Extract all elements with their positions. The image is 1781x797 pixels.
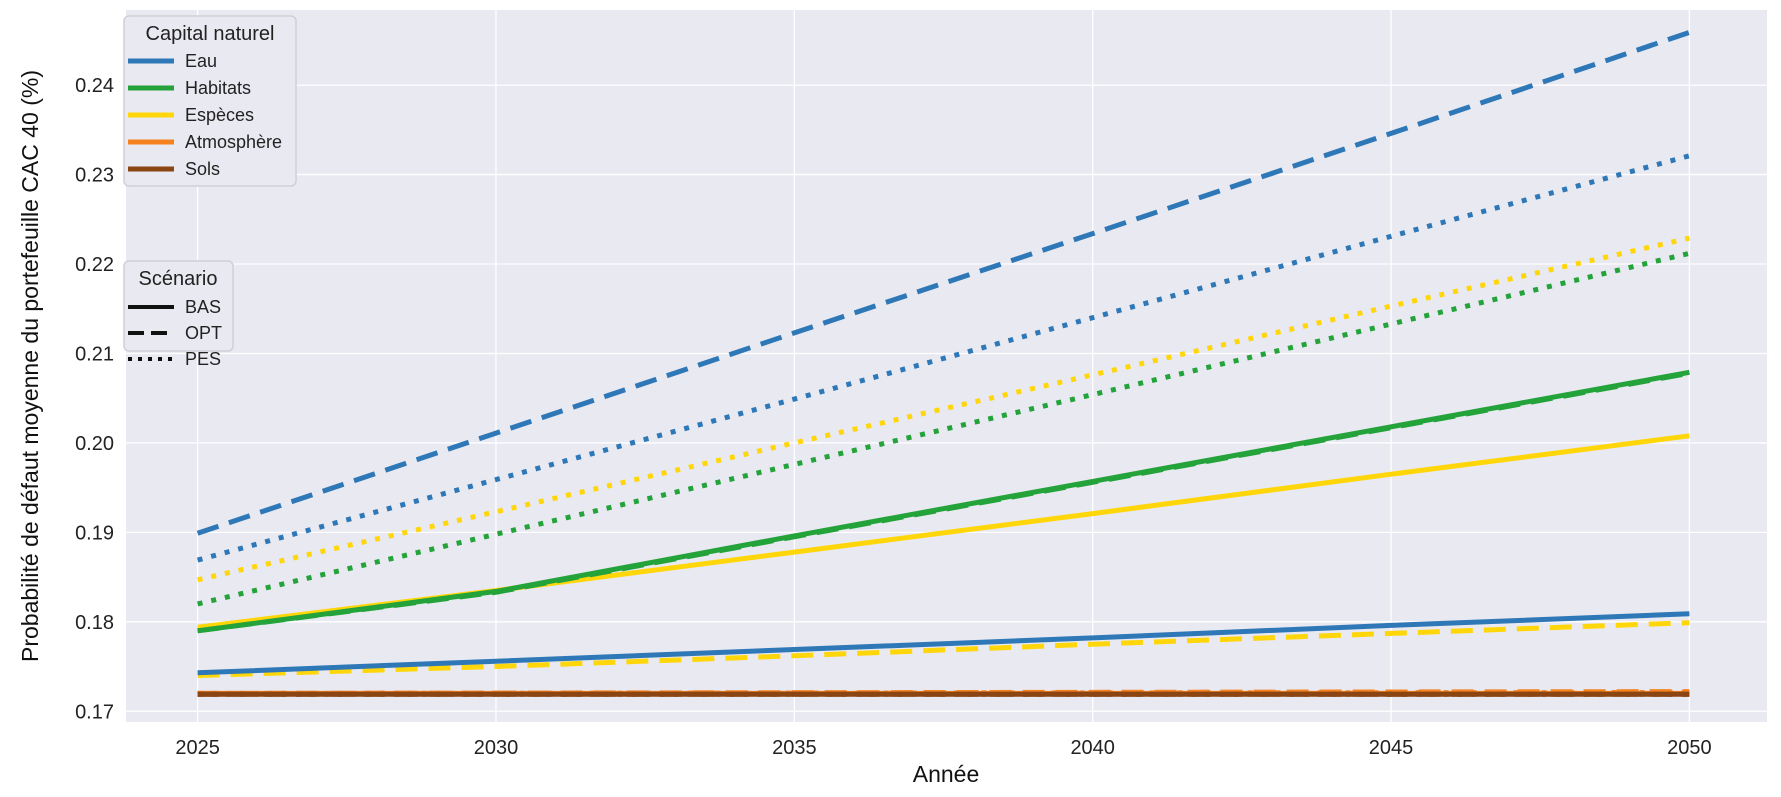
x-tick-label: 2035 bbox=[772, 737, 817, 759]
y-tick-label: 0.23 bbox=[75, 165, 114, 187]
series-layer bbox=[196, 30, 1691, 697]
series-line-especes-opt bbox=[197, 620, 1690, 678]
series-line-eau-bas bbox=[197, 611, 1690, 676]
x-tick-label: 2030 bbox=[474, 737, 519, 759]
x-axis-ticks: 2025 2030 2035 2040 2045 2050 bbox=[175, 737, 1711, 759]
x-tick-label: 2045 bbox=[1369, 737, 1414, 759]
x-tick-label: 2050 bbox=[1667, 737, 1712, 759]
plot-background bbox=[126, 10, 1767, 722]
grid bbox=[126, 10, 1767, 722]
y-tick-label: 0.22 bbox=[75, 254, 114, 276]
legend-label-sols: Sols bbox=[185, 159, 220, 179]
y-tick-label: 0.24 bbox=[75, 75, 114, 97]
series-line-eau-pes bbox=[196, 153, 1691, 563]
legend-capital-title: Capital naturel bbox=[146, 23, 275, 45]
series-line-habitats-pes bbox=[197, 250, 1690, 607]
legend-label-especes: Espèces bbox=[185, 105, 254, 125]
legend-scenario: Scénario BAS OPT PES bbox=[123, 260, 234, 369]
legend-label-atmosphere: Atmosphère bbox=[185, 132, 282, 152]
series-line-habitats-bas bbox=[197, 369, 1690, 634]
x-tick-label: 2025 bbox=[175, 737, 220, 759]
x-axis-label: Année bbox=[913, 761, 980, 787]
legend-scenario-title: Scénario bbox=[139, 268, 218, 290]
y-axis-label: Probabilité de défaut moyenne du portefe… bbox=[17, 70, 43, 662]
y-tick-label: 0.18 bbox=[75, 612, 114, 634]
y-axis-ticks: 0.17 0.18 0.19 0.20 0.21 0.22 0.23 0.24 bbox=[75, 75, 114, 723]
y-tick-label: 0.17 bbox=[75, 701, 114, 723]
legend-label-pes: PES bbox=[185, 349, 221, 369]
legend-label-habitats: Habitats bbox=[185, 78, 251, 98]
y-tick-label: 0.21 bbox=[75, 343, 114, 365]
series-line-especes-pes bbox=[197, 235, 1690, 583]
legend-label-eau: Eau bbox=[185, 51, 217, 71]
legend-capital-naturel: Capital naturel Eau Habitats Espèces Atmosph… bbox=[123, 15, 297, 187]
y-tick-label: 0.20 bbox=[75, 433, 114, 455]
x-tick-label: 2040 bbox=[1070, 737, 1115, 759]
y-tick-label: 0.19 bbox=[75, 522, 114, 544]
legend-label-bas: BAS bbox=[185, 297, 221, 317]
legend-label-opt: OPT bbox=[185, 323, 222, 343]
legend-scenario-frame bbox=[123, 260, 234, 352]
